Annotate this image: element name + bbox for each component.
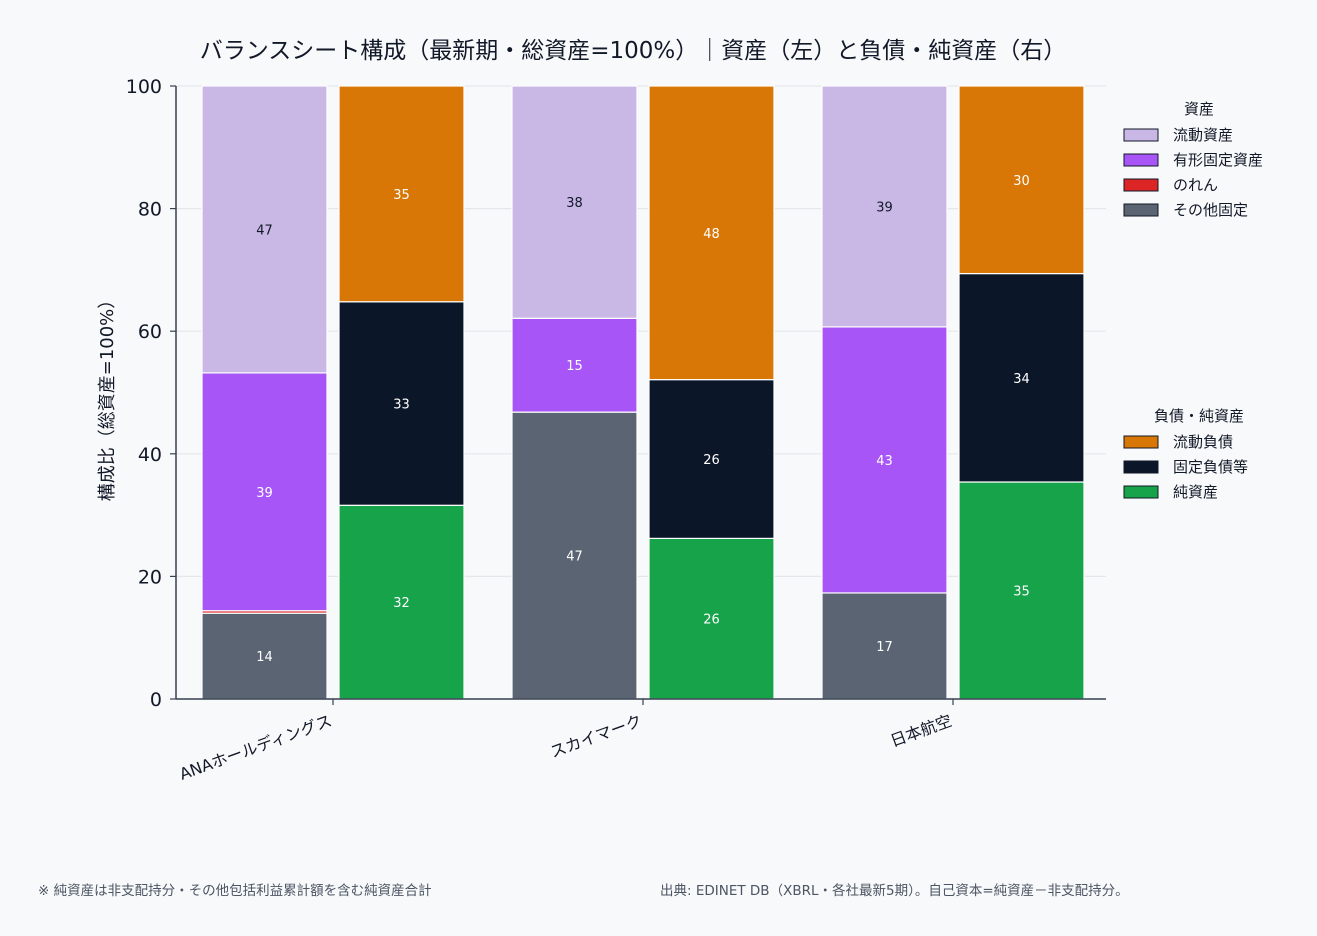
legend-label: 固定負債等 (1173, 458, 1248, 476)
data-label: 48 (703, 227, 720, 242)
bar-segment (958, 272, 1085, 483)
legend-swatch (1123, 153, 1159, 167)
bar-segment (338, 85, 465, 303)
y-tick-label: 40 (138, 444, 162, 466)
legend-swatch (1123, 485, 1159, 499)
legend-label: その他固定 (1173, 201, 1248, 219)
bar-segment (201, 372, 328, 612)
legend-swatch (1123, 178, 1159, 192)
legend-title: 資産 (1184, 100, 1214, 118)
data-label: 47 (256, 223, 273, 238)
data-label: 30 (1013, 174, 1030, 189)
legend-title: 負債・純資産 (1154, 407, 1244, 425)
axes (170, 85, 1106, 705)
bar-segment (821, 85, 948, 328)
bar-segment (648, 85, 775, 381)
data-label: 32 (393, 596, 410, 611)
y-tick-label: 0 (150, 689, 162, 711)
legend-swatch (1123, 128, 1159, 142)
y-tick-label: 80 (138, 199, 162, 221)
data-label: 43 (876, 454, 893, 469)
category-label: 日本航空 (888, 711, 955, 751)
category-label: ANAホールディングス (177, 711, 335, 784)
data-label: 26 (703, 453, 720, 468)
bar-segment (511, 317, 638, 413)
data-label: 39 (876, 200, 893, 215)
y-tick-label: 100 (126, 76, 162, 98)
legend-label: 流動資産 (1173, 126, 1233, 144)
chart-title: バランスシート構成（最新期・総資産=100%）｜資産（左）と負債・純資産（右） (200, 38, 1067, 64)
legend-label: 有形固定資産 (1173, 151, 1263, 169)
footnote-left: ※ 純資産は非支配持分・その他包括利益累計額を含む純資産合計 (38, 883, 432, 899)
legend-label: 純資産 (1173, 483, 1218, 501)
y-tick-label: 20 (138, 566, 162, 588)
bar-segment (821, 326, 948, 594)
category-label: スカイマーク (548, 711, 645, 762)
data-label: 17 (876, 640, 893, 655)
legend-swatch (1123, 460, 1159, 474)
bar-segment (201, 85, 328, 374)
bars-layer: 14 39 47 32 33 35 47 15 38 26 26 48 17 43 39 35 34 30 (201, 85, 1085, 700)
bar-segment (958, 481, 1085, 700)
bar-segment (958, 85, 1085, 275)
data-label: 35 (393, 188, 410, 203)
legend-label: のれん (1173, 176, 1218, 194)
data-label: 26 (703, 613, 720, 628)
data-label: 33 (393, 398, 410, 413)
y-tick-labels: 0 20 40 60 80 100 (126, 76, 162, 711)
data-label: 47 (566, 550, 583, 565)
y-axis-label: 構成比（総資産=100%） (97, 291, 118, 502)
data-label: 35 (1013, 584, 1030, 599)
data-label: 38 (566, 196, 583, 211)
bar-segment (821, 592, 948, 700)
data-label: 34 (1013, 372, 1030, 387)
bar-segment (511, 85, 638, 319)
data-label: 39 (256, 486, 273, 501)
legend-label: 流動負債 (1173, 433, 1233, 451)
data-label: 15 (566, 359, 583, 374)
data-label: 14 (256, 650, 273, 665)
bar-segment (648, 379, 775, 539)
legend-swatch (1123, 435, 1159, 449)
y-tick-label: 60 (138, 321, 162, 343)
category-labels: ANAホールディングス スカイマーク 日本航空 (177, 711, 955, 784)
legend-swatch (1123, 203, 1159, 217)
footnote-right: 出典: EDINET DB（XBRL・各社最新5期）。自己資本=純資産－非支配持… (660, 883, 1129, 899)
